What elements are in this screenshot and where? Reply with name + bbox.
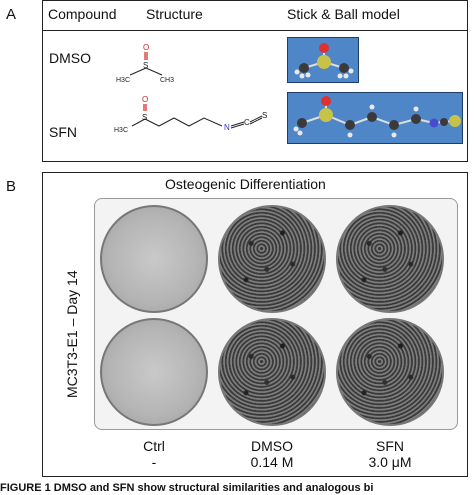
compound-sfn-label: SFN bbox=[49, 124, 77, 140]
dmso-o-atom: O bbox=[143, 43, 149, 52]
header-structure: Structure bbox=[146, 6, 203, 22]
well-ctrl-bottom bbox=[100, 318, 208, 426]
compound-dmso-label: DMSO bbox=[49, 50, 91, 66]
figure-caption: FIGURE 1 DMSO and SFN show structural si… bbox=[0, 482, 373, 494]
condition-dmso-name: DMSO bbox=[251, 438, 293, 454]
condition-ctrl: Ctrl - bbox=[109, 438, 199, 470]
well-dmso-bottom bbox=[218, 318, 326, 426]
sfn-structure-drawing: O S H3C N C S bbox=[114, 95, 267, 134]
condition-sfn-name: SFN bbox=[376, 438, 404, 454]
condition-dmso: DMSO 0.14 M bbox=[227, 438, 317, 470]
condition-ctrl-name: Ctrl bbox=[143, 438, 165, 454]
panel-a-frame bbox=[42, 0, 468, 162]
y-axis-label: MC3T3-E1 – Day 14 bbox=[64, 270, 80, 398]
sfn-s2-atom: S bbox=[262, 111, 267, 120]
sfn-n-atom: N bbox=[224, 123, 230, 132]
sfn-h3c: H3C bbox=[114, 127, 128, 134]
sfn-s-atom: S bbox=[142, 113, 147, 122]
dmso-s-atom: S bbox=[143, 61, 148, 70]
figure-caption-bold: FIGURE 1 DMSO and SFN show structural si… bbox=[0, 482, 374, 494]
dmso-structure-drawing: O S H3C CH3 bbox=[116, 43, 174, 84]
panel-a-letter: A bbox=[6, 6, 17, 23]
well-sfn-top bbox=[336, 205, 444, 313]
panel-b-frame bbox=[42, 172, 468, 477]
sfn-o-atom: O bbox=[142, 95, 148, 104]
dmso-ch3-left: H3C bbox=[116, 77, 130, 84]
header-model: Stick & Ball model bbox=[287, 6, 400, 22]
well-sfn-bottom bbox=[336, 318, 444, 426]
panel-b-letter: B bbox=[6, 178, 17, 195]
condition-dmso-conc: 0.14 M bbox=[250, 454, 294, 470]
sfn-c-atom: C bbox=[244, 118, 250, 127]
condition-sfn: SFN 3.0 μM bbox=[345, 438, 435, 470]
condition-sfn-conc: 3.0 μM bbox=[368, 454, 412, 470]
condition-ctrl-conc: - bbox=[151, 454, 157, 470]
sfn-ball-stick-model bbox=[287, 92, 463, 144]
well-ctrl-top bbox=[100, 205, 208, 313]
dmso-ch3-right: CH3 bbox=[160, 77, 174, 84]
dmso-ball-stick-model bbox=[287, 37, 359, 83]
well-dmso-top bbox=[218, 205, 326, 313]
header-divider bbox=[42, 30, 468, 31]
header-compound: Compound bbox=[48, 6, 117, 22]
panel-b-title: Osteogenic Differentiation bbox=[165, 176, 326, 192]
